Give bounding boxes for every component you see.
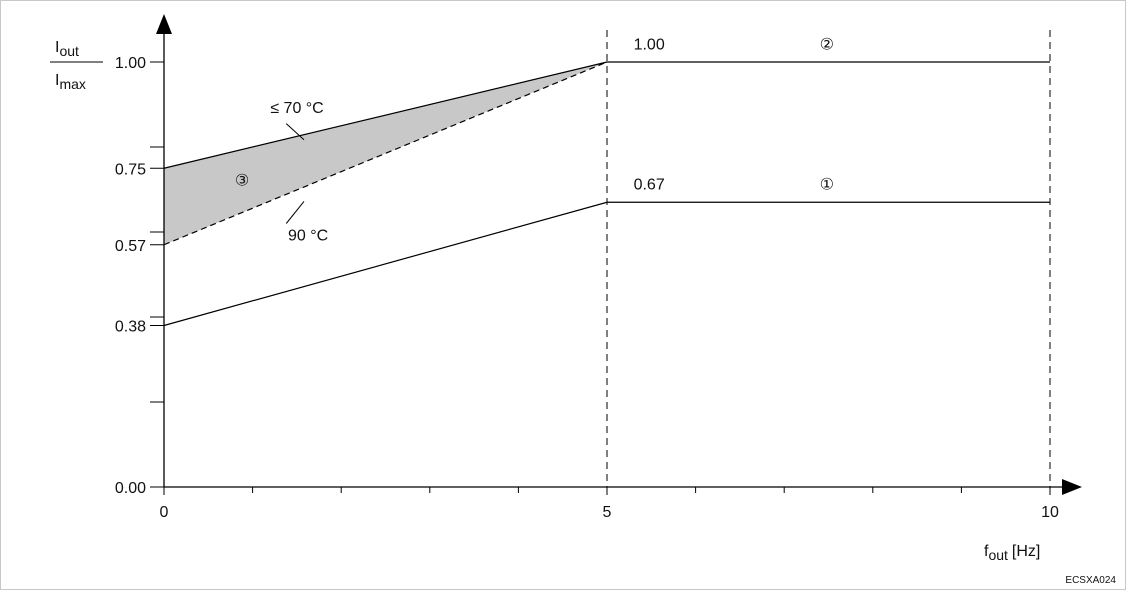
series-lines — [163, 61, 1050, 327]
x-tick-label-0: 0 — [160, 504, 169, 521]
y-tick-label-4: 1.00 — [115, 55, 146, 72]
annotation-1: ② — [820, 36, 834, 53]
annotation-leader-0 — [285, 123, 305, 141]
figure-code: ECSXA024 — [1065, 575, 1116, 586]
annotations: 1.00 ② 0.67 ① ③ ≤ 70 °C 90 °C — [235, 36, 834, 244]
y-tick-label-0: 0.00 — [115, 480, 146, 497]
shaded-region — [164, 62, 607, 245]
x-tick-label-2: 10 — [1041, 504, 1059, 521]
x-label-unit: [Hz] — [1012, 543, 1040, 560]
y-tick-label-2: 0.57 — [115, 238, 146, 255]
x-label-main: f — [984, 543, 989, 560]
y-num-sub: out — [59, 43, 79, 59]
shaded-area — [164, 62, 607, 245]
annotation-5: ≤ 70 °C — [270, 100, 323, 117]
vertical-guides — [606, 30, 1051, 487]
x-label-sub: out — [988, 547, 1008, 563]
annotation-0: 1.00 — [634, 36, 665, 53]
y-axis-label-denominator: Imax — [55, 72, 86, 92]
y-num-main: I — [55, 39, 59, 56]
y-axis-arrow — [156, 14, 172, 34]
axes — [156, 14, 1082, 495]
x-tick-label-1: 5 — [603, 504, 612, 521]
x-axis-arrow — [1062, 479, 1082, 495]
x-axis-label: fout [Hz] — [984, 543, 1040, 563]
annotation-4: ③ — [235, 172, 249, 189]
annotation-2: 0.67 — [634, 177, 665, 194]
annotation-6: 90 °C — [288, 228, 328, 245]
y-axis-label-numerator: Iout — [55, 39, 79, 59]
y-tick-label-1: 0.38 — [115, 319, 146, 336]
series-line-0 — [163, 201, 1050, 327]
ticks — [150, 61, 1051, 495]
annotation-leader-1 — [285, 201, 305, 224]
annotation-3: ① — [820, 177, 834, 194]
y-tick-label-3: 0.75 — [115, 161, 146, 178]
series-line-1 — [163, 61, 1050, 169]
y-den-sub: max — [59, 76, 85, 92]
tick-labels: 0.00 0.38 0.57 0.75 1.00 0 5 10 — [115, 55, 1059, 521]
y-den-main: I — [55, 72, 59, 89]
